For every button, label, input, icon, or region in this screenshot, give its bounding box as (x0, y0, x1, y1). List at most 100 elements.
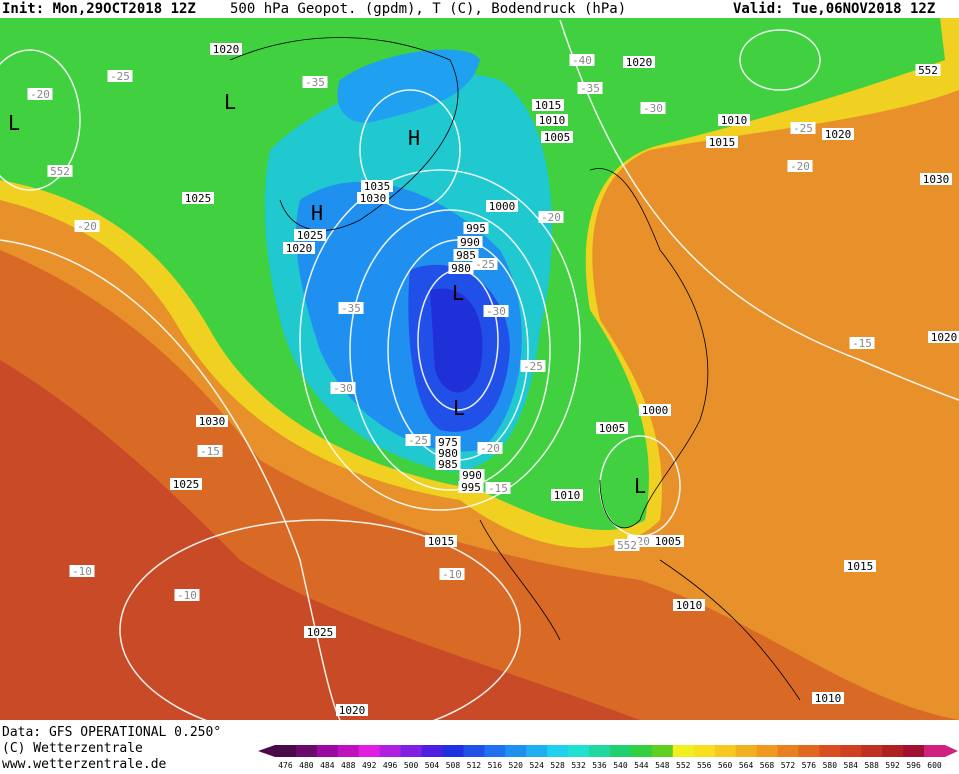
colorbar-swatch (735, 745, 758, 757)
isobar-label: 1025 (185, 192, 212, 205)
temperature-label: -10 (177, 589, 197, 602)
isobar-label: 1020 (286, 242, 313, 255)
isobar-label-box (928, 331, 959, 343)
temperature-label: -25 (475, 258, 495, 271)
isobar-label-box (812, 692, 844, 704)
isobar-label: 1030 (360, 192, 387, 205)
colorbar-tick-label: 584 (844, 761, 859, 770)
temperature-label: -20 (541, 211, 561, 224)
colorbar-swatch (610, 745, 632, 757)
temperature-label-box (439, 568, 465, 580)
colorbar-swatch (589, 745, 611, 757)
colorbar-tick-label: 548 (655, 761, 670, 770)
isobar-label: 980 (438, 447, 458, 460)
colorbar-tick-label: 560 (718, 761, 733, 770)
isobar-label: 1010 (554, 489, 581, 502)
isobar-label: 1035 (364, 180, 391, 193)
temperature-label-box (577, 82, 603, 94)
colorbar-swatch (693, 745, 716, 757)
pressure-center: L (8, 111, 20, 135)
colorbar-tick-label: 572 (781, 761, 796, 770)
colorbar-tick-label: 484 (320, 761, 335, 770)
isobar-label-box (673, 599, 705, 611)
colorbar-tick-label: 516 (488, 761, 503, 770)
temperature-label: -35 (341, 302, 361, 315)
isobar-label-box (639, 404, 671, 416)
colorbar-swatch (924, 745, 946, 757)
colorbar-tick-label: 568 (760, 761, 775, 770)
pressure-center: L (452, 281, 464, 305)
colorbar-swatch (568, 745, 590, 757)
isobar-label: 1025 (173, 478, 200, 491)
isobar-label-box (706, 136, 738, 148)
colorbar-swatch (756, 745, 778, 757)
isobar-label: 995 (466, 222, 486, 235)
isobar-label: 1015 (709, 136, 736, 149)
isobar-label-box (182, 192, 214, 204)
isobar-label: 975 (438, 436, 458, 449)
temperature-label: -25 (408, 434, 428, 447)
colorbar-swatch (672, 745, 695, 757)
temperature-label: 552 (617, 539, 637, 552)
footer-url: www.wetterzentrale.de (2, 757, 167, 770)
temperature-label-box (483, 305, 509, 317)
colorbar-swatch (358, 745, 381, 757)
colorbar-tick-label: 544 (634, 761, 649, 770)
isobar-label-box (458, 481, 484, 493)
isobar-label-box (294, 229, 326, 241)
colorbar-swatch (903, 745, 925, 757)
colorbar-tick-label: 488 (341, 761, 356, 770)
temperature-label-box (787, 160, 813, 172)
isobar-label: 1025 (297, 229, 324, 242)
pressure-center: L (224, 90, 236, 114)
isobar-label: 995 (461, 481, 481, 494)
isobar-label-box (435, 458, 461, 470)
isobar-label-box (196, 415, 228, 427)
temperature-label: -25 (110, 70, 130, 83)
isobar-label: 1020 (213, 43, 240, 56)
temperature-label-box (614, 539, 640, 551)
colorbar-tick-label: 540 (613, 761, 628, 770)
temperature-label: -15 (852, 337, 872, 350)
isobar-label-box (915, 64, 941, 76)
temperature-label-box (330, 382, 356, 394)
isobar-label-box (718, 114, 750, 126)
temperature-label: -40 (572, 54, 592, 67)
isobar-label-box (536, 114, 568, 126)
isobar-label-box (463, 222, 489, 234)
isobar-label: 1005 (544, 131, 571, 144)
temperature-label-box (197, 445, 223, 457)
isobar-label-box (541, 131, 573, 143)
colorbar-tick-label: 520 (509, 761, 524, 770)
isobar-label-box (170, 478, 202, 490)
isobar-label: 1005 (599, 422, 626, 435)
temperature-label-box (790, 122, 816, 134)
colorbar-tick-label: 556 (697, 761, 712, 770)
colorbar-swatch (714, 745, 737, 757)
isobar-label-box (623, 56, 655, 68)
colorbar-swatch (379, 745, 402, 757)
isobar-label-box (551, 489, 583, 501)
temperature-label-box (107, 70, 133, 82)
isobar-label: 985 (438, 458, 458, 471)
temperature-label-box (174, 589, 200, 601)
temperature-label: -30 (486, 305, 506, 318)
isobar-label-box (425, 535, 457, 547)
colorbar-tick-label: 588 (864, 761, 879, 770)
isobar-label-box (486, 200, 518, 212)
colorbar-tick-label: 596 (906, 761, 921, 770)
colorbar-swatch (840, 745, 862, 757)
temperature-label-box (569, 54, 595, 66)
colorbar-swatch (630, 745, 653, 757)
colorbar-swatch (819, 745, 841, 757)
colorbar-swatch (316, 745, 339, 757)
temperature-label-box (47, 165, 73, 177)
isobar-label-box (457, 236, 483, 248)
colorbar-swatch (777, 745, 799, 757)
temperature-label-box (302, 76, 328, 88)
isobar-label: 1015 (428, 535, 455, 548)
isobar-label-box (459, 469, 485, 481)
map-labels: 1020102055210151010100510101015102010301… (8, 43, 959, 717)
temperature-label: -30 (643, 102, 663, 115)
